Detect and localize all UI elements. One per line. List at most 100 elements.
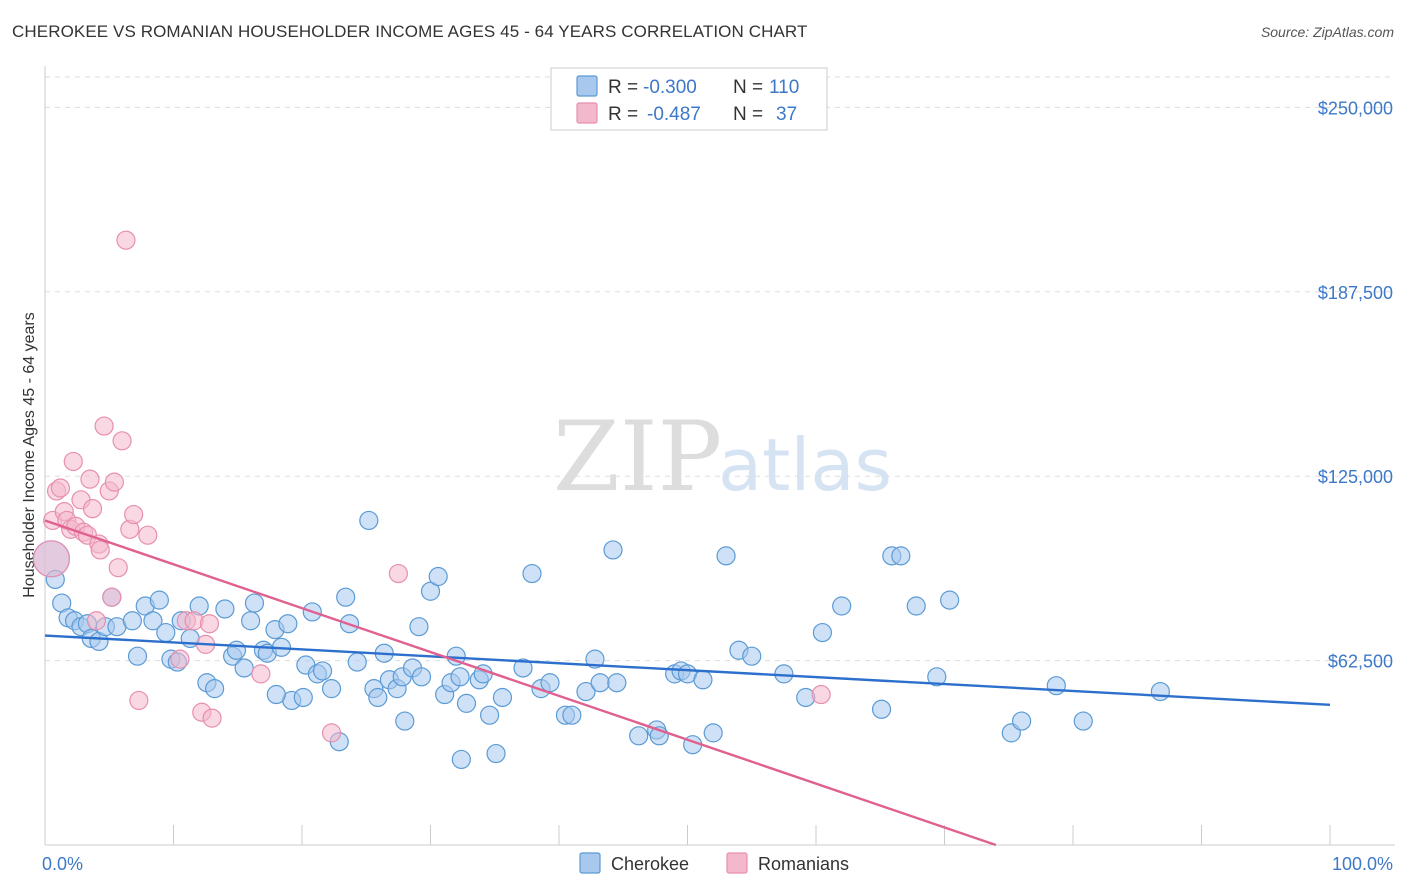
- point-cherokee: [451, 749, 471, 770]
- y-tick-label: $187,500: [1318, 283, 1393, 303]
- y-axis-title: Householder Income Ages 45 - 64 years: [21, 312, 38, 598]
- point-cherokee: [143, 611, 163, 631]
- point-cherokee: [832, 596, 852, 616]
- point-cherokee: [540, 673, 560, 693]
- point-romanians: [112, 431, 132, 451]
- bottom-legend-cherokee: Cherokee: [611, 854, 689, 874]
- stats-legend: R = -0.300 N = 110 R = -0.487 N = 37: [550, 67, 828, 131]
- point-cherokee: [293, 687, 313, 708]
- bottom-legend-swatch-cherokee: [579, 852, 601, 874]
- bottom-legend-romanians: Romanians: [758, 854, 849, 874]
- point-romanians: [811, 684, 831, 705]
- legend-n-label-romanians: N =: [733, 104, 763, 125]
- point-cherokee: [576, 681, 596, 702]
- point-cherokee: [226, 640, 247, 660]
- point-cherokee: [347, 652, 367, 672]
- point-cherokee: [122, 611, 142, 631]
- point-cherokee: [590, 673, 610, 693]
- point-romanians: [94, 416, 114, 436]
- point-romanians: [108, 558, 128, 578]
- point-cherokee: [321, 679, 342, 699]
- point-cherokee: [1073, 711, 1093, 731]
- point-cherokee: [266, 684, 286, 705]
- point-romanians: [251, 664, 271, 684]
- point-cherokee: [607, 673, 627, 693]
- point-romanians: [170, 649, 190, 669]
- point-romanians: [80, 469, 100, 489]
- legend-r-value-cherokee: -0.300: [643, 77, 697, 98]
- legend-n-label-cherokee: N =: [733, 77, 763, 98]
- point-romanians: [202, 708, 222, 728]
- x-tick-labels: 0.0% 100.0%: [42, 854, 1393, 874]
- point-cherokee: [1011, 711, 1032, 731]
- trend-line-romanians: [44, 519, 997, 847]
- point-cherokee: [244, 593, 265, 613]
- point-cherokee: [1046, 676, 1066, 696]
- point-cherokee: [480, 705, 500, 725]
- point-cherokee: [562, 705, 582, 725]
- point-cherokee: [205, 679, 225, 699]
- legend-n-value-romanians: 37: [776, 104, 797, 125]
- bottom-legend-swatch-romanians: [726, 852, 748, 874]
- point-cherokee: [906, 596, 926, 616]
- point-romanians: [138, 525, 158, 545]
- point-cherokee: [522, 563, 542, 584]
- point-cherokee: [368, 687, 388, 708]
- point-cherokee: [693, 670, 713, 690]
- point-cherokee: [492, 687, 513, 708]
- trend-line-cherokee: [44, 634, 1331, 707]
- point-romanians: [102, 587, 122, 607]
- point-cherokee: [149, 590, 169, 610]
- point-cherokee: [585, 649, 605, 669]
- gridlines: [45, 76, 1395, 662]
- point-romanians: [116, 230, 136, 250]
- scatter-points: [32, 230, 1170, 770]
- point-cherokee: [703, 723, 723, 743]
- legend-n-value-cherokee: 110: [769, 77, 799, 98]
- point-cherokee: [927, 667, 947, 687]
- point-cherokee: [871, 699, 892, 719]
- legend-swatch-romanians: [576, 102, 598, 124]
- y-tick-label: $125,000: [1318, 467, 1393, 487]
- point-cherokee: [1150, 681, 1170, 702]
- point-cherokee: [629, 726, 649, 746]
- chart-title: CHEROKEE VS ROMANIAN HOUSEHOLDER INCOME …: [12, 22, 808, 41]
- point-cherokee: [742, 646, 762, 666]
- trend-lines: [44, 519, 1331, 847]
- legend-r-label-romanians: R =: [608, 104, 638, 125]
- point-romanians: [321, 723, 342, 743]
- point-cherokee: [409, 617, 429, 637]
- point-romanians: [32, 540, 71, 578]
- x-tick-label-max: 100.0%: [1332, 854, 1393, 874]
- point-cherokee: [215, 599, 235, 619]
- point-cherokee: [336, 587, 356, 607]
- point-romanians: [50, 478, 71, 498]
- y-tick-label: $62,500: [1328, 652, 1393, 672]
- watermark-zip: ZIP: [553, 401, 722, 513]
- point-cherokee: [812, 622, 833, 643]
- point-cherokee: [395, 711, 415, 731]
- point-cherokee: [486, 743, 506, 764]
- point-cherokee: [450, 667, 470, 687]
- point-cherokee: [234, 658, 254, 678]
- point-romanians: [199, 614, 220, 634]
- point-cherokee: [241, 611, 261, 631]
- point-romanians: [129, 690, 149, 711]
- point-cherokee: [456, 693, 477, 713]
- point-cherokee: [359, 510, 379, 531]
- source-label: Source: ZipAtlas.com: [1260, 24, 1394, 40]
- point-romanians: [104, 472, 124, 492]
- point-cherokee: [428, 566, 448, 587]
- legend-swatch-cherokee: [576, 75, 598, 97]
- point-romanians: [388, 563, 408, 584]
- y-tick-label: $250,000: [1318, 98, 1393, 118]
- series-legend: Cherokee Romanians: [579, 852, 849, 874]
- point-cherokee: [156, 622, 176, 643]
- point-romanians: [124, 504, 144, 525]
- point-cherokee: [603, 540, 623, 560]
- point-cherokee: [312, 661, 333, 681]
- point-romanians: [86, 611, 107, 631]
- point-cherokee: [127, 646, 148, 666]
- y-tick-labels: $62,500 $125,000 $187,500 $250,000: [1318, 98, 1393, 671]
